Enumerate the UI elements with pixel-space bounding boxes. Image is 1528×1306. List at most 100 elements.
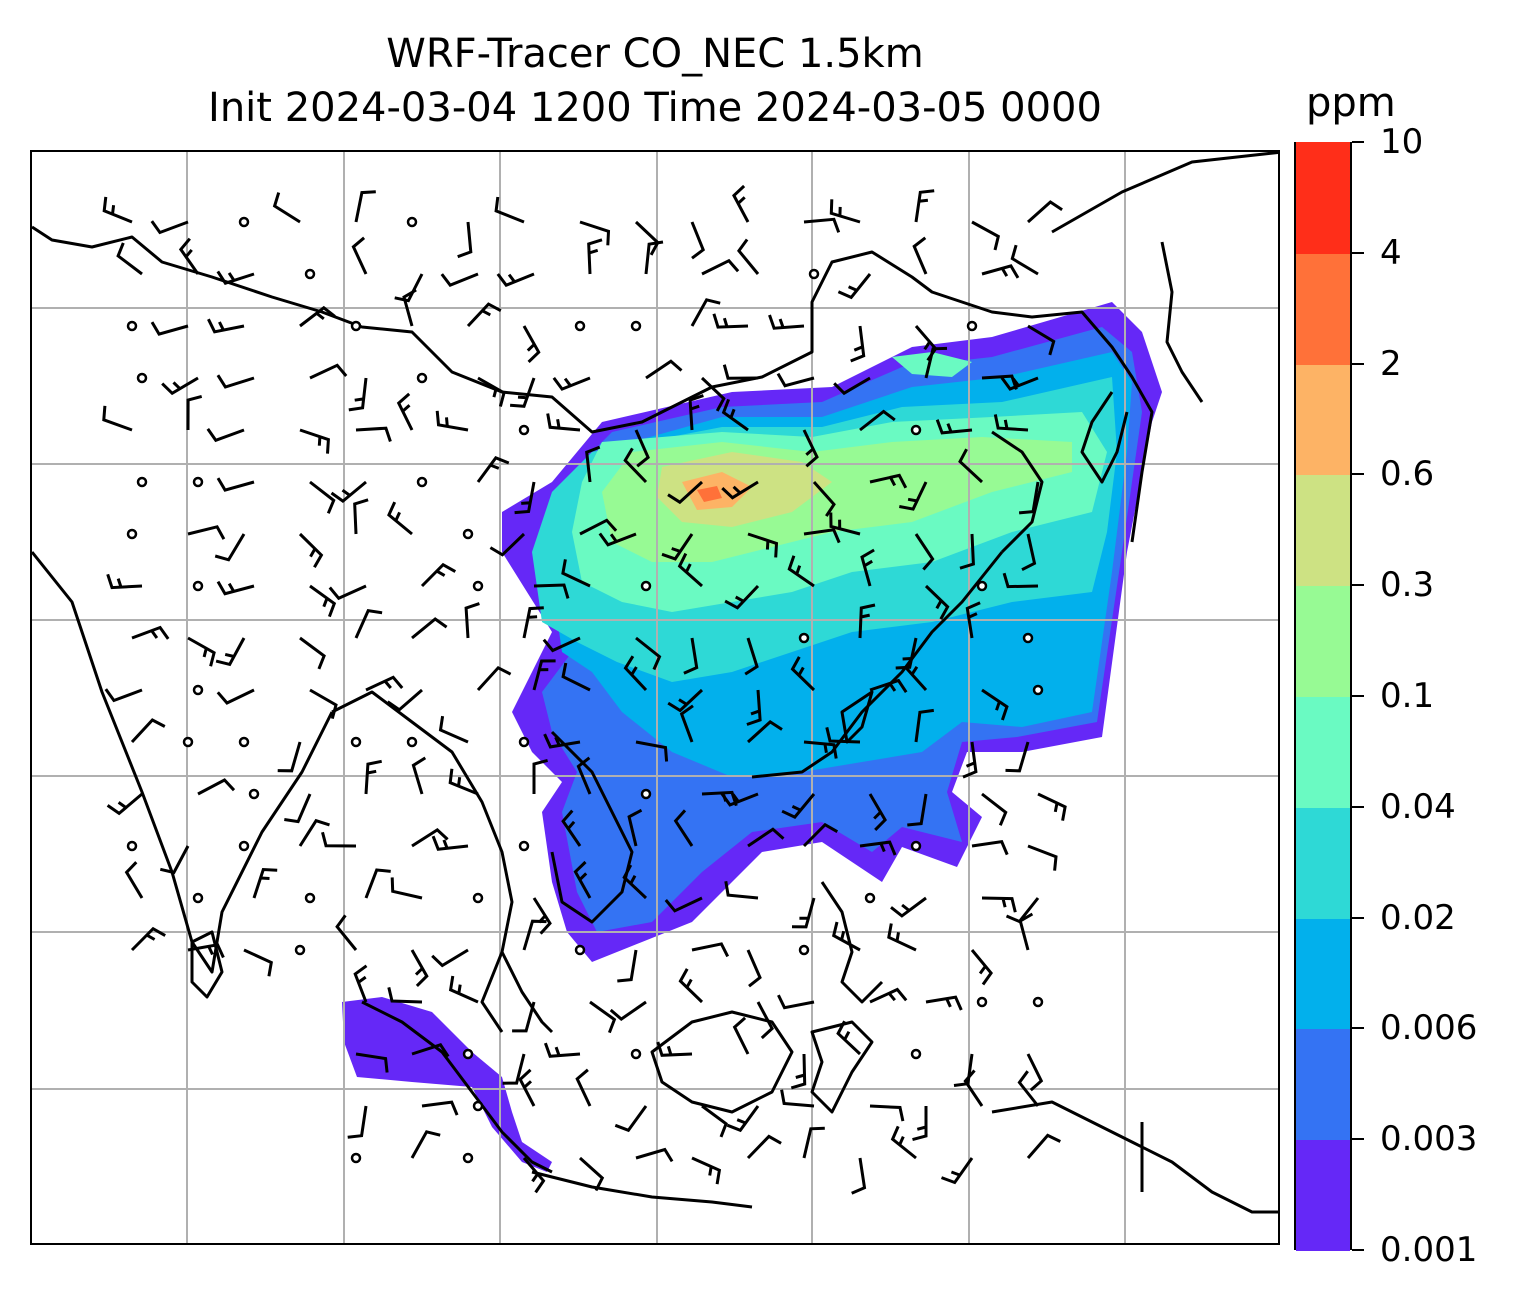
- wind-barb: [677, 552, 703, 588]
- wind-barb: [216, 270, 255, 285]
- wind-barb: [106, 573, 143, 590]
- calm-wind-marker: [976, 996, 988, 1008]
- wind-barb: [914, 189, 935, 223]
- wind-barb: [348, 377, 368, 412]
- wind-barb: [1017, 1070, 1040, 1107]
- wind-barb: [724, 881, 759, 900]
- colorbar-tick: [1352, 362, 1364, 365]
- coast-far-east: [1051, 152, 1278, 234]
- wind-barb: [780, 1089, 815, 1108]
- tracer-cloud-north: [892, 352, 972, 377]
- wind-barb: [321, 831, 357, 848]
- wind-barb: [981, 792, 1008, 826]
- colorbar-tick: [1352, 1027, 1364, 1030]
- wind-barb: [1018, 912, 1034, 951]
- colorbar-tick: [1352, 141, 1364, 143]
- colorbar-tick-label: 2: [1380, 343, 1402, 384]
- wind-barb: [328, 584, 367, 601]
- colorbar-tick-label: 0.1: [1380, 676, 1435, 716]
- wind-barb: [431, 835, 469, 851]
- wind-barb: [1037, 792, 1067, 821]
- calm-wind-marker: [192, 580, 204, 592]
- wind-barb: [476, 665, 512, 692]
- coast-philippines: [820, 881, 884, 1004]
- wind-barb: [477, 376, 506, 407]
- wind-barb: [791, 897, 816, 929]
- wind-barb: [347, 1105, 368, 1139]
- wind-barb: [1026, 1053, 1044, 1092]
- coast-sri-lanka: [190, 930, 224, 999]
- wind-barb: [924, 346, 948, 379]
- wind-barb: [700, 376, 726, 412]
- wind-barb: [502, 1053, 526, 1085]
- wind-barb: [1027, 324, 1056, 356]
- coast-sumatra: [361, 1000, 553, 1174]
- coast-malay-peninsula: [500, 951, 554, 1034]
- colorbar-tick: [1352, 251, 1364, 254]
- wind-barb: [150, 321, 189, 336]
- calm-wind-marker: [864, 892, 876, 904]
- wind-barb: [962, 741, 978, 779]
- calm-wind-marker: [574, 944, 586, 956]
- wind-barb: [421, 1100, 459, 1116]
- wind-barb: [542, 636, 581, 653]
- calm-wind-marker: [1032, 996, 1044, 1008]
- wind-barb: [522, 919, 547, 951]
- calm-wind-marker: [518, 736, 530, 748]
- calm-wind-marker: [126, 840, 138, 852]
- calm-wind-marker: [136, 476, 148, 488]
- wind-barb: [869, 1104, 905, 1122]
- wind-barb: [623, 655, 648, 692]
- wind-barb: [187, 943, 225, 959]
- wind-barb: [914, 533, 935, 571]
- wind-barb: [431, 948, 469, 968]
- wind-barb: [561, 559, 591, 588]
- wind-barb: [747, 532, 779, 558]
- colorbar-unit: ppm: [1306, 80, 1396, 126]
- colorbar-band: [1296, 806, 1350, 919]
- colorbar-band: [1296, 474, 1350, 587]
- colorbar-tick: [1352, 1249, 1364, 1251]
- wind-barb: [869, 987, 908, 1004]
- wind-barb: [215, 637, 246, 667]
- colorbar: [1294, 142, 1352, 1251]
- wind-barb: [509, 377, 536, 408]
- wind-barb: [802, 1126, 825, 1159]
- wind-barb: [150, 220, 189, 235]
- colorbar-tick: [1352, 473, 1364, 476]
- wind-barb: [396, 392, 414, 431]
- coast-java: [531, 1170, 753, 1209]
- wind-barb: [561, 809, 582, 847]
- calm-wind-marker: [472, 580, 484, 592]
- colorbar-tick: [1352, 1138, 1364, 1141]
- colorbar-tick-label: 0.04: [1380, 786, 1456, 827]
- wind-barb: [522, 325, 541, 363]
- wind-barb: [299, 428, 330, 454]
- wind-barb: [732, 184, 750, 223]
- wind-barb: [130, 926, 166, 952]
- wind-barb: [512, 1001, 536, 1033]
- wind-barb: [622, 864, 648, 900]
- wind-barb: [721, 398, 749, 432]
- wind-barb: [781, 793, 816, 819]
- wind-barb: [747, 827, 785, 848]
- wind-barb: [438, 715, 469, 744]
- wind-barb: [664, 896, 703, 913]
- wind-barb: [298, 818, 330, 847]
- calm-wind-marker: [192, 892, 204, 904]
- wind-barb: [720, 792, 759, 807]
- wind-barb: [387, 987, 423, 1004]
- wind-barb: [656, 1041, 693, 1057]
- wind-barb: [243, 948, 273, 977]
- calm-wind-marker: [416, 476, 428, 488]
- map-title-line-1: WRF-Tracer CO_NEC 1.5km: [386, 31, 924, 77]
- wind-barb: [457, 221, 473, 259]
- calm-wind-marker: [126, 528, 138, 540]
- wind-barb: [411, 828, 449, 848]
- coast-sulawesi: [810, 1020, 874, 1114]
- calm-wind-marker: [462, 1152, 474, 1164]
- wind-barb: [1002, 572, 1039, 589]
- calm-wind-marker: [238, 216, 250, 228]
- wind-barb: [252, 867, 278, 899]
- wind-barb: [272, 192, 301, 224]
